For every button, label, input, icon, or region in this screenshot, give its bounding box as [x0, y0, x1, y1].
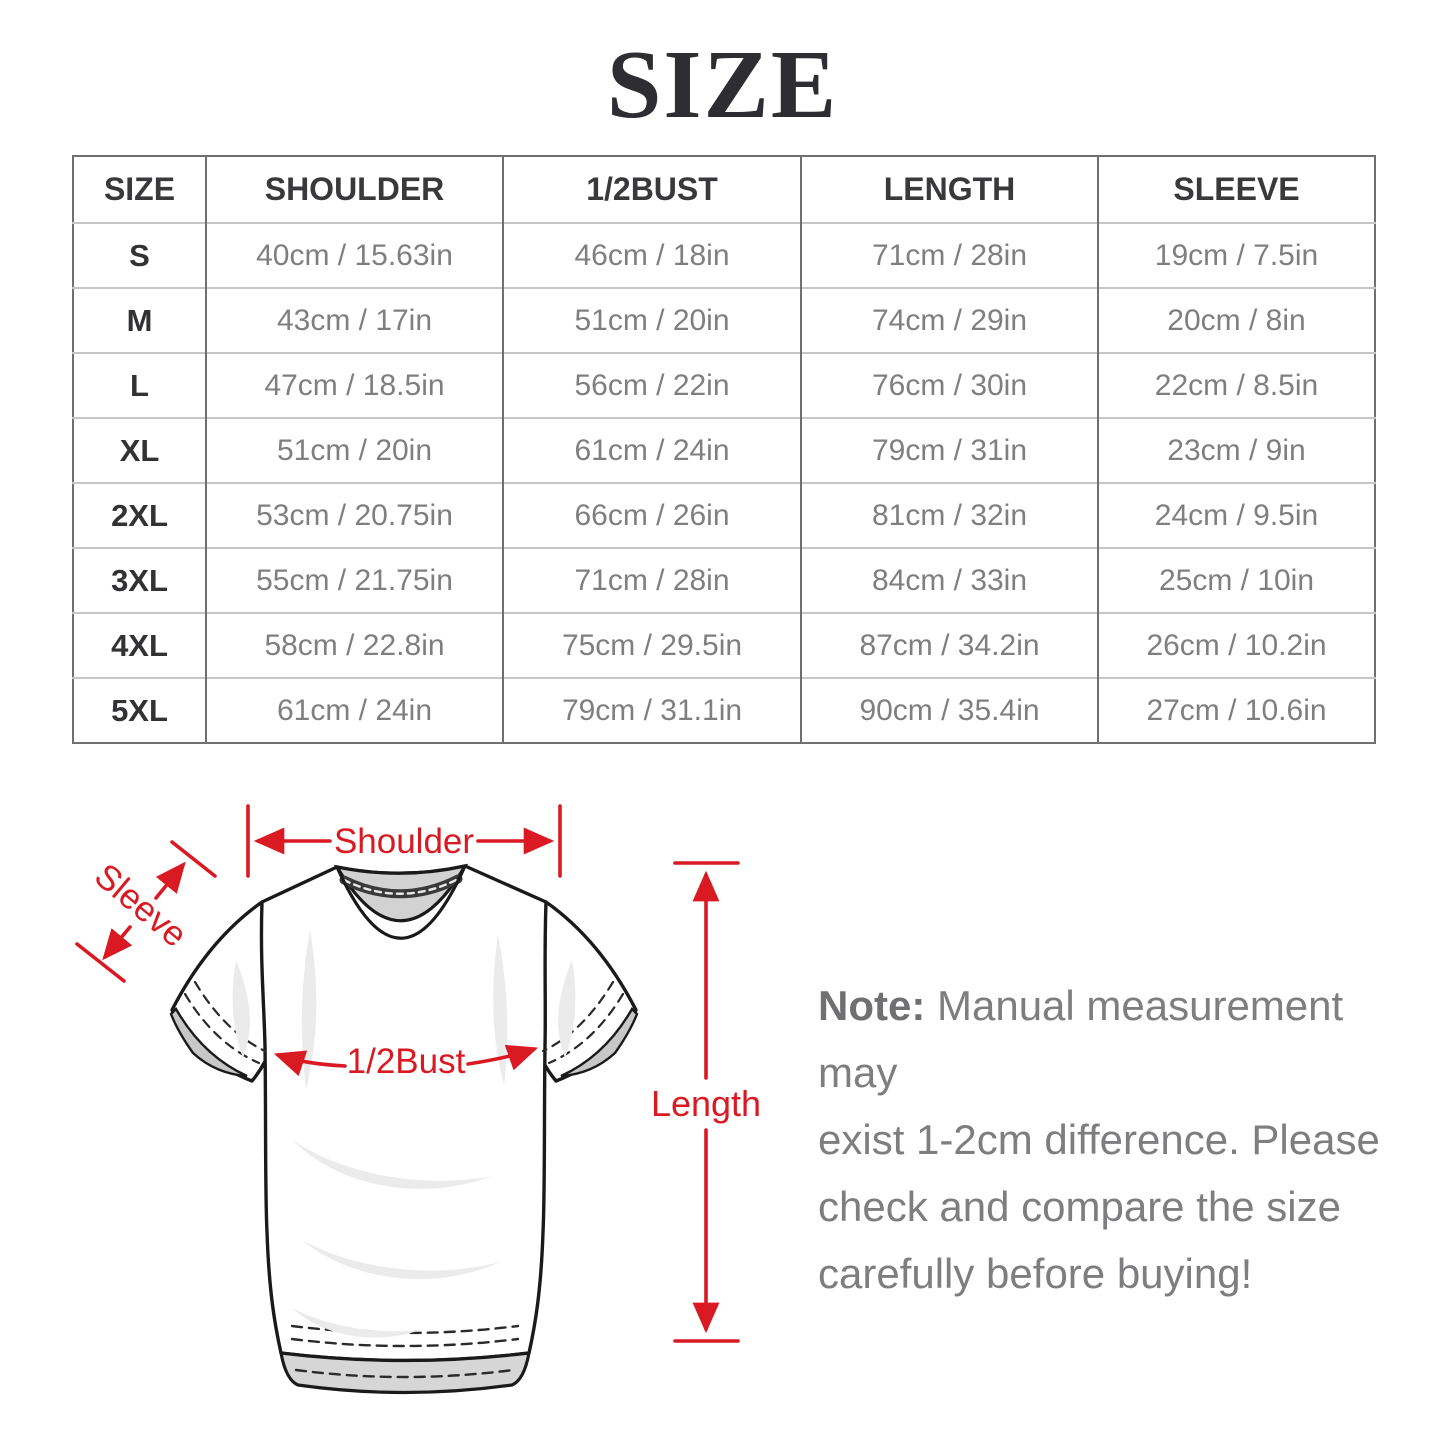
note-line-3: check and compare the size: [818, 1183, 1341, 1230]
measurement-cell: 76cm / 30in: [800, 352, 1098, 418]
size-cell: S: [73, 222, 206, 288]
hem-band: [279, 1351, 531, 1395]
column-header-shoulder: SHOULDER: [205, 156, 503, 223]
measurement-cell: 55cm / 21.75in: [205, 547, 503, 613]
collar-rib-edge: [335, 864, 467, 940]
left-cuff-stitch-2: [193, 980, 267, 1053]
measurement-cell: 26cm / 10.2in: [1097, 612, 1375, 678]
sleeve-arrow-bottom: [102, 925, 133, 961]
measurement-cell: 19cm / 7.5in: [1097, 222, 1375, 288]
bust-arrow-right: [466, 1044, 539, 1071]
hem-stitch-band: [294, 1368, 515, 1379]
measurement-cell: 79cm / 31in: [800, 417, 1098, 483]
measurement-cell: 27cm / 10.6in: [1097, 677, 1375, 743]
measurement-cell: 71cm / 28in: [502, 547, 801, 613]
measurement-cell: 24cm / 9.5in: [1097, 482, 1375, 548]
measurement-cell: 79cm / 31.1in: [502, 677, 801, 743]
table-row: 3XL 55cm / 21.75in 71cm / 28in 84cm / 33…: [73, 547, 1375, 613]
measurement-cell: 51cm / 20in: [502, 287, 801, 353]
tshirt-collar: [333, 863, 469, 940]
size-cell: M: [73, 287, 206, 353]
dimension-annotations: [75, 804, 740, 1343]
measurement-cell: 71cm / 28in: [800, 222, 1098, 288]
size-cell: 5XL: [73, 677, 206, 743]
dimension-label-bust: 1/2Bust: [347, 1042, 466, 1081]
measurement-cell: 47cm / 18.5in: [205, 352, 503, 418]
size-cell: 4XL: [73, 612, 206, 678]
dimension-label-shoulder: Shoulder: [334, 822, 474, 861]
hem-stitch-upper-2: [290, 1337, 520, 1348]
column-header-length: LENGTH: [800, 156, 1098, 223]
table-row: S 40cm / 15.63in 46cm / 18in 71cm / 28in…: [73, 222, 1375, 288]
page-title: SIZE: [606, 31, 839, 139]
measurement-cell: 84cm / 33in: [800, 547, 1098, 613]
size-cell: L: [73, 352, 206, 418]
measurement-cell: 20cm / 8in: [1097, 287, 1375, 353]
measurement-cell: 74cm / 29in: [800, 287, 1098, 353]
table-row: XL 51cm / 20in 61cm / 24in 79cm / 31in 2…: [73, 417, 1375, 483]
sleeve-cap-bottom: [75, 942, 126, 983]
measurement-cell: 66cm / 26in: [502, 482, 801, 548]
left-cuff-inside: [169, 1007, 248, 1078]
measurement-cell: 61cm / 24in: [205, 677, 503, 743]
right-cuff-stitch-2: [541, 980, 615, 1053]
note-line-4: carefully before buying!: [818, 1250, 1253, 1297]
measurement-cell: 40cm / 15.63in: [205, 222, 503, 288]
tshirt-wrinkles: [232, 930, 576, 1338]
measurement-cell: 46cm / 18in: [502, 222, 801, 288]
measurement-cell: 23cm / 9in: [1097, 417, 1375, 483]
size-cell: 2XL: [73, 482, 206, 548]
collar-stitch-dashes: [342, 877, 460, 895]
dimension-label-length: Length: [651, 1083, 761, 1124]
note-line-1: Note: Manual measurement may: [818, 982, 1344, 1096]
note-text: Note: Manual measurement may exist 1-2cm…: [818, 972, 1418, 1307]
right-cuff-stitch-1: [547, 992, 625, 1065]
tshirt-cuffs: [169, 980, 639, 1078]
measurement-cell: 51cm / 20in: [205, 417, 503, 483]
table-row: 4XL 58cm / 22.8in 75cm / 29.5in 87cm / 3…: [73, 612, 1375, 678]
table-header-row: SIZE SHOULDER 1/2BUST LENGTH SLEEVE: [73, 156, 1375, 223]
measurement-cell: 87cm / 34.2in: [800, 612, 1098, 678]
measurement-cell: 81cm / 32in: [800, 482, 1098, 548]
size-cell: XL: [73, 417, 206, 483]
sleeve-cap-top: [170, 840, 217, 878]
measurement-cell: 61cm / 24in: [502, 417, 801, 483]
measurement-cell: 22cm / 8.5in: [1097, 352, 1375, 418]
size-table: SIZE SHOULDER 1/2BUST LENGTH SLEEVE S 40…: [72, 155, 1376, 744]
bust-arrow-left: [273, 1050, 347, 1077]
size-cell: 3XL: [73, 547, 206, 613]
column-header-sleeve: SLEEVE: [1097, 156, 1375, 223]
table-row: L 47cm / 18.5in 56cm / 22in 76cm / 30in …: [73, 352, 1375, 418]
left-cuff-stitch-1: [183, 992, 261, 1065]
sleeve-arrow-top: [154, 861, 186, 900]
tshirt-hem: [279, 1324, 531, 1395]
table-row: 5XL 61cm / 24in 79cm / 31.1in 90cm / 35.…: [73, 677, 1375, 743]
measurement-cell: 58cm / 22.8in: [205, 612, 503, 678]
tshirt-body: [259, 864, 548, 1363]
measurement-cell: 25cm / 10in: [1097, 547, 1375, 613]
column-header-size: SIZE: [103, 171, 176, 207]
measurement-cell: 90cm / 35.4in: [800, 677, 1098, 743]
column-header-bust: 1/2BUST: [502, 156, 801, 223]
measurement-cell: 43cm / 17in: [205, 287, 503, 353]
table-row: M 43cm / 17in 51cm / 20in 74cm / 29in 20…: [73, 287, 1375, 353]
measurement-cell: 56cm / 22in: [502, 352, 801, 418]
tshirt-outline: [170, 864, 638, 1363]
table-row: 2XL 53cm / 20.75in 66cm / 26in 81cm / 32…: [73, 482, 1375, 548]
note-line-2: exist 1-2cm difference. Please: [818, 1116, 1380, 1163]
measurement-cell: 53cm / 20.75in: [205, 482, 503, 548]
right-cuff-inside: [560, 1007, 639, 1078]
note-prefix: Note:: [818, 982, 926, 1029]
measurement-cell: 75cm / 29.5in: [502, 612, 801, 678]
